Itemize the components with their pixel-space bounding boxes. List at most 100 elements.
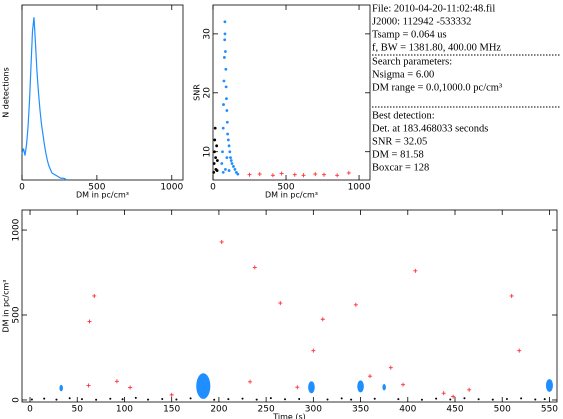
cross-point [301, 173, 306, 178]
point [221, 126, 225, 130]
cross-point [441, 391, 446, 396]
point [213, 138, 217, 142]
point [225, 120, 229, 124]
x-tick-label: 0 [19, 183, 25, 193]
cross-point [467, 387, 472, 392]
y-tick-label: 0 [12, 397, 22, 403]
x-tick-label: 200 [210, 405, 227, 415]
cross-point [248, 379, 253, 384]
point [229, 159, 233, 162]
cross-point [114, 379, 119, 384]
point [227, 144, 231, 148]
bubble [59, 384, 63, 392]
x-tick-label: 450 [446, 405, 463, 415]
point [226, 132, 230, 136]
bubble [357, 380, 364, 393]
point [95, 398, 98, 401]
info-line: Tsamp = 0.064 us [372, 29, 447, 40]
point [121, 398, 124, 401]
cross-point [292, 172, 297, 177]
cross-point [169, 392, 174, 397]
point [232, 165, 235, 168]
cross-point [311, 348, 316, 353]
x-tick-label: 100 [116, 405, 133, 415]
cross-point [353, 302, 358, 307]
y-tick-label: 1000 [12, 218, 22, 241]
x-tick-label: 400 [399, 405, 416, 415]
point [397, 398, 400, 401]
point [255, 398, 258, 401]
x-axis-label: DM in pc/cm³ [76, 191, 129, 200]
point [220, 162, 224, 165]
x-tick-label: 300 [305, 405, 322, 415]
point [224, 50, 227, 53]
point [223, 32, 227, 36]
point [147, 398, 150, 401]
cross-point [335, 173, 340, 178]
point [477, 398, 480, 401]
info-line: SNR = 32.05 [372, 136, 427, 147]
cross-point [321, 172, 326, 177]
point [224, 167, 227, 171]
info-line: Boxcar = 128 [372, 162, 429, 173]
info-line: Best detection: [372, 110, 435, 121]
cross-point [252, 265, 257, 270]
cross-point [278, 301, 283, 306]
point [350, 398, 353, 401]
point [213, 126, 217, 130]
x-tick-label: 0 [210, 183, 216, 193]
point [435, 397, 438, 400]
y-tick-label: 30 [203, 28, 213, 40]
cross-point [257, 172, 262, 177]
info-line: DM range = 0.0,1000.0 pc/cm³ [372, 82, 502, 93]
bubble [196, 373, 211, 399]
point [226, 138, 230, 142]
y-tick-label: 500 [12, 306, 22, 323]
point [225, 97, 228, 101]
point [463, 397, 466, 400]
cross-point [279, 171, 284, 176]
point [215, 144, 219, 148]
cross-point [86, 383, 91, 388]
point [215, 159, 219, 162]
info-line: Det. at 183.468033 seconds [372, 123, 488, 134]
point [534, 398, 537, 401]
point [161, 397, 164, 400]
cross-point [295, 385, 300, 390]
point [221, 170, 225, 174]
x-tick-label: 500 [494, 405, 511, 415]
cross-point [451, 394, 456, 399]
point [227, 398, 230, 401]
point [224, 67, 228, 71]
info-line: f, BW = 1381.80, 400.00 MHz [372, 42, 501, 53]
point [236, 172, 240, 176]
cross-point [128, 385, 133, 390]
cross-point [87, 319, 92, 324]
point [284, 398, 287, 401]
x-tick-label: 250 [258, 405, 275, 415]
point [215, 169, 219, 172]
x-tick-label: 50 [72, 405, 84, 415]
x-tick-label: 1000 [160, 183, 183, 193]
cross-point [219, 239, 224, 244]
point [68, 397, 71, 400]
x-tick-label: 550 [541, 405, 558, 415]
cross-point [313, 172, 318, 177]
x-tick-label: 1000 [348, 183, 371, 193]
x-tick-label: 0 [27, 405, 33, 415]
series-line [21, 17, 68, 181]
x-tick-label: 500 [88, 183, 105, 193]
point [326, 398, 329, 401]
plot-frame [21, 4, 184, 181]
info-line: DM = 81.58 [372, 149, 424, 160]
point [543, 398, 546, 401]
point [221, 150, 224, 154]
point [189, 397, 192, 400]
x-tick-label: 150 [163, 405, 180, 415]
cross-point [270, 173, 275, 178]
point [233, 167, 237, 171]
point [80, 398, 83, 401]
point [230, 162, 234, 165]
point [109, 397, 112, 400]
